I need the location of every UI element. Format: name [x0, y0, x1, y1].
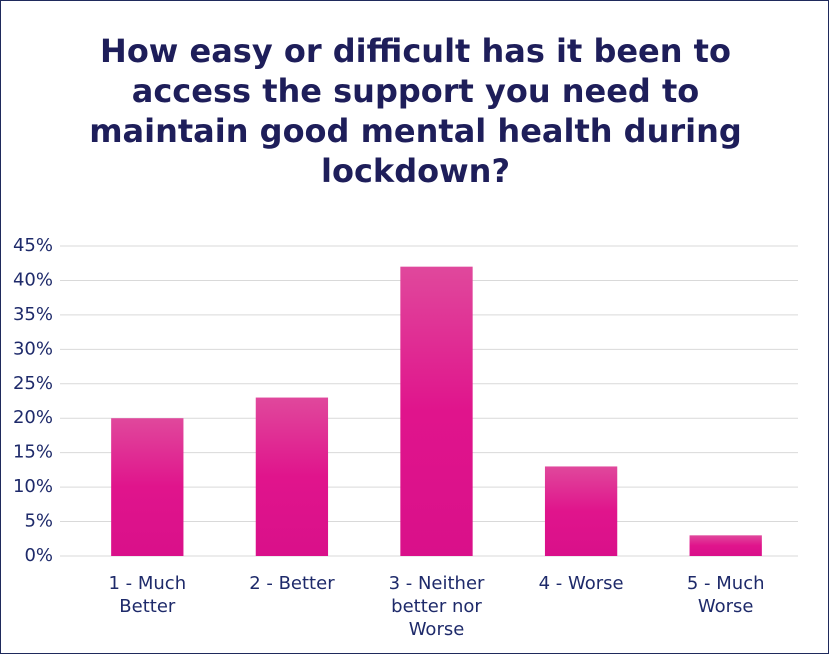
- chart-title: How easy or difficult has it been to acc…: [89, 32, 742, 190]
- x-tick-label: 1 - Much Better: [108, 573, 187, 617]
- bar: [255, 397, 329, 556]
- y-tick-label: 20%: [13, 407, 53, 428]
- x-tick-label: 5 - Much Worse: [686, 573, 765, 617]
- y-tick-label: 5%: [24, 511, 53, 532]
- y-tick-label: 45%: [13, 235, 53, 256]
- bar: [111, 418, 184, 556]
- y-tick-label: 10%: [13, 476, 53, 497]
- x-tick-label: 3 - Neither better nor Worse: [388, 573, 485, 640]
- bar: [689, 535, 762, 556]
- bar: [400, 266, 473, 556]
- x-tick-label: 2 - Better: [249, 573, 335, 594]
- x-tick-label: 4 - Worse: [538, 573, 624, 594]
- y-tick-label: 30%: [13, 338, 53, 359]
- bar: [544, 466, 618, 556]
- y-tick-label: 35%: [13, 304, 53, 325]
- y-tick-label: 15%: [13, 442, 53, 463]
- y-tick-label: 25%: [13, 373, 53, 394]
- y-tick-label: 40%: [13, 269, 53, 290]
- y-tick-label: 0%: [24, 545, 53, 566]
